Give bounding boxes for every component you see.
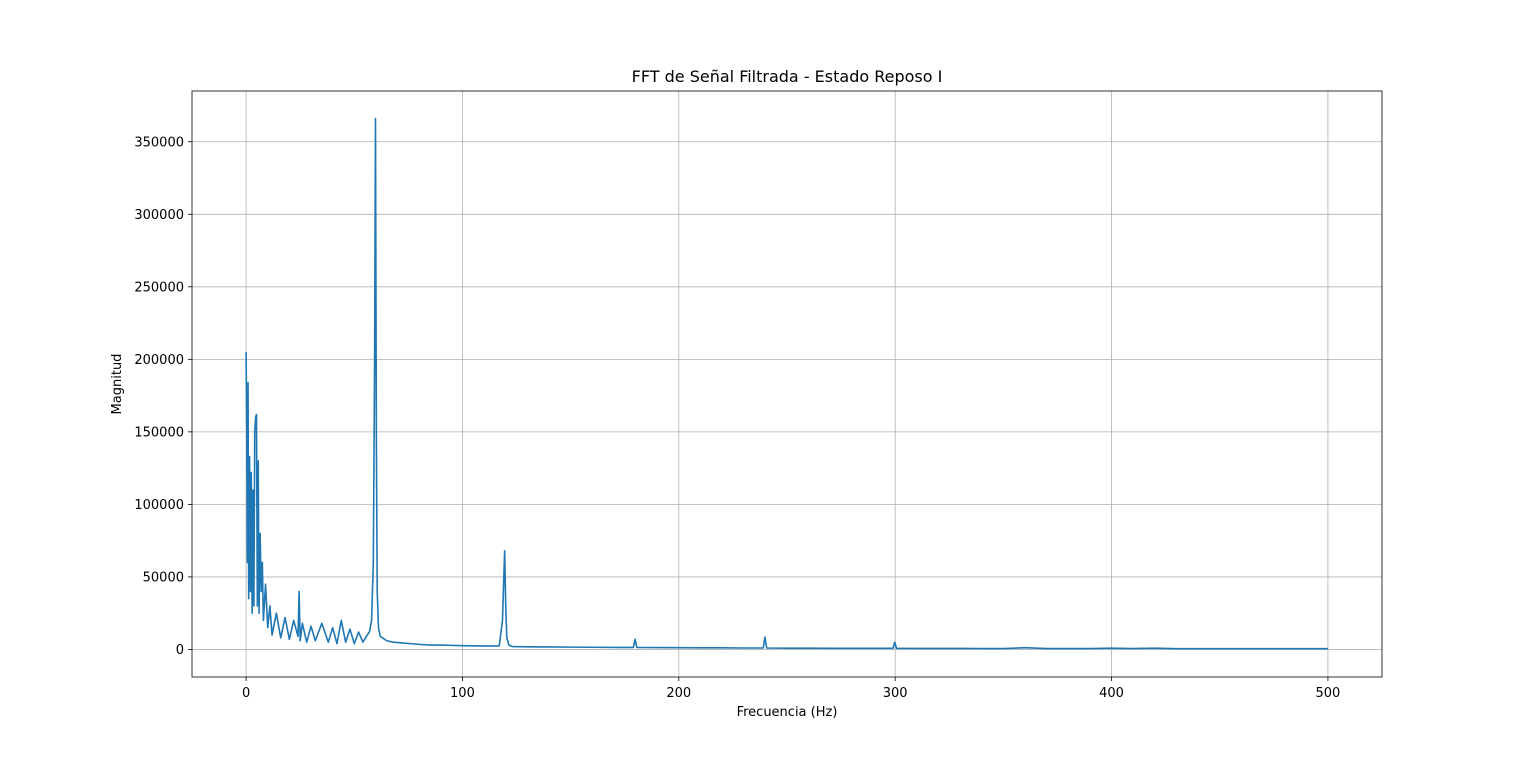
y-tick-label: 100000 bbox=[134, 498, 184, 513]
plot-frame bbox=[191, 90, 1383, 678]
plot-area bbox=[192, 91, 1382, 677]
y-axis-label: Magnitud bbox=[110, 354, 125, 415]
y-tick-label: 50000 bbox=[143, 570, 184, 585]
y-tick-label: 0 bbox=[176, 643, 184, 658]
series-line bbox=[245, 117, 1328, 650]
y-tick-label: 250000 bbox=[134, 280, 184, 295]
x-gridlines bbox=[245, 91, 1329, 677]
chart-title: FFT de Señal Filtrada - Estado Reposo I bbox=[632, 67, 943, 86]
y-tick-label: 300000 bbox=[134, 208, 184, 223]
y-tick-label: 350000 bbox=[134, 135, 184, 150]
x-tick-label: 100 bbox=[450, 686, 475, 701]
y-axis-ticks: 0 50000 100000 150000 200000 250000 300000 3500… bbox=[134, 135, 192, 658]
x-tick-label: 200 bbox=[666, 686, 691, 701]
y-tick-label: 200000 bbox=[134, 353, 184, 368]
x-tick-label: 300 bbox=[883, 686, 908, 701]
series-group bbox=[245, 117, 1328, 650]
x-axis-ticks: 0 100 200 300 400 500 bbox=[242, 677, 1340, 701]
y-tick-label: 150000 bbox=[134, 425, 184, 440]
x-tick-label: 500 bbox=[1315, 686, 1340, 701]
x-tick-label: 400 bbox=[1099, 686, 1124, 701]
x-axis-label: Frecuencia (Hz) bbox=[737, 705, 838, 720]
x-tick-label: 0 bbox=[242, 686, 250, 701]
